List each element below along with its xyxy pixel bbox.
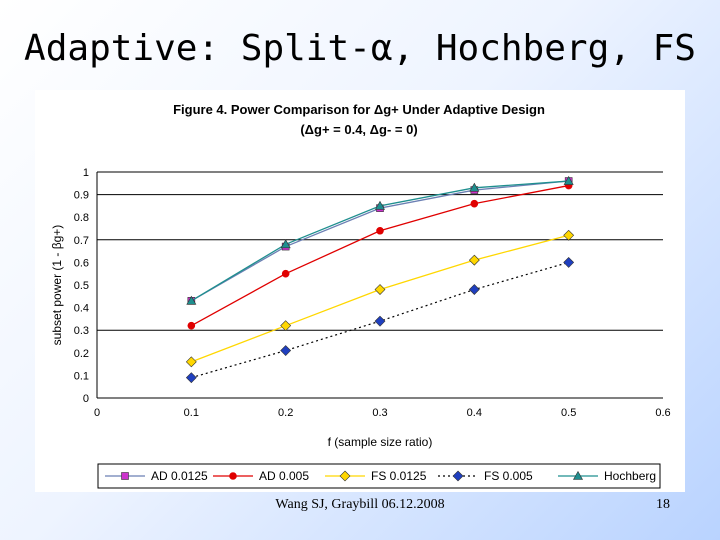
data-point: [470, 199, 479, 208]
y-tick-label: 0.3: [74, 325, 89, 337]
data-point: [186, 295, 197, 305]
legend-item: Hochberg: [558, 469, 656, 483]
y-tick-label: 0.4: [74, 303, 89, 315]
data-point: [281, 269, 290, 278]
x-tick-label: 0.5: [561, 407, 576, 419]
legend-label: AD 0.005: [259, 469, 309, 483]
legend-label: Hochberg: [604, 469, 656, 483]
x-tick-label: 0: [94, 407, 100, 419]
data-point: [563, 229, 575, 241]
legend-marker: [452, 470, 464, 482]
y-tick-label: 1: [83, 167, 89, 179]
x-tick-labels: 0 0.1 0.2 0.3 0.4 0.5 0.6: [94, 407, 671, 419]
data-point: [468, 254, 480, 266]
x-tick-label: 0.4: [467, 407, 482, 419]
legend-marker: [229, 472, 237, 480]
chart-title: Figure 4. Power Comparison for Δg+ Under…: [173, 102, 545, 117]
data-point: [280, 345, 292, 356]
legend-marker: [339, 470, 351, 482]
y-axis-label: subset power (1 - βg+): [50, 225, 64, 346]
legend-label: AD 0.0125: [151, 469, 208, 483]
data-point: [280, 320, 292, 332]
legend-marker: [572, 470, 584, 480]
y-tick-label: 0.1: [74, 370, 89, 382]
data-point: [374, 200, 386, 210]
chart-subtitle: (Δg+ = 0.4, Δg- = 0): [300, 122, 417, 137]
data-point: [187, 321, 196, 330]
x-tick-label: 0.6: [655, 407, 670, 419]
data-point: [374, 284, 386, 295]
y-tick-label: 0.7: [74, 235, 89, 247]
data-point: [468, 284, 480, 295]
data-point: [185, 372, 197, 384]
y-tick-label: 0.2: [74, 348, 89, 360]
slide-title: Adaptive: Split-α, Hochberg, FS: [24, 28, 696, 69]
series-hochberg: [186, 175, 574, 305]
data-point: [374, 315, 386, 327]
legend-item: FS 0.0125: [325, 469, 427, 483]
x-tick-label: 0.2: [278, 407, 293, 419]
legend: AD 0.0125 AD 0.005 FS 0.0125 FS 0.005 Hochbe…: [105, 469, 656, 483]
y-tick-label: 0.5: [74, 280, 89, 292]
legend-item: FS 0.005: [438, 469, 533, 483]
y-tick-label: 0.8: [74, 212, 89, 224]
chart-panel: Figure 4. Power Comparison for Δg+ Under…: [35, 90, 685, 492]
legend-item: AD 0.0125: [105, 469, 208, 483]
legend-item: AD 0.005: [213, 469, 309, 483]
series-fs-0-005: [185, 256, 575, 384]
data-point: [376, 226, 384, 235]
data-point: [469, 182, 480, 192]
legend-marker: [121, 472, 129, 480]
gridlines: [97, 171, 663, 331]
y-tick-label: 0.9: [74, 190, 89, 202]
power-chart: Figure 4. Power Comparison for Δg+ Under…: [50, 102, 671, 489]
y-tick-labels: 0 0.1 0.2 0.3 0.4 0.5 0.6 0.7 0.8 0.9 1: [74, 167, 89, 405]
x-tick-label: 0.1: [184, 407, 199, 419]
series-group: [185, 175, 575, 384]
y-tick-label: 0.6: [74, 257, 89, 269]
series-fs-0-0125: [185, 229, 575, 368]
legend-label: FS 0.0125: [371, 469, 427, 483]
footer-credit: Wang SJ, Graybill 06.12.2008: [275, 497, 445, 512]
data-point: [185, 356, 197, 368]
data-point: [563, 175, 574, 185]
series-ad-0-005: [187, 181, 573, 330]
data-point: [280, 239, 291, 249]
y-tick-label: 0: [83, 393, 89, 405]
legend-label: FS 0.005: [484, 469, 533, 483]
x-axis-label: f (sample size ratio): [328, 435, 433, 449]
page-number: 18: [656, 497, 670, 512]
data-point: [563, 256, 575, 268]
x-tick-label: 0.3: [372, 407, 387, 419]
